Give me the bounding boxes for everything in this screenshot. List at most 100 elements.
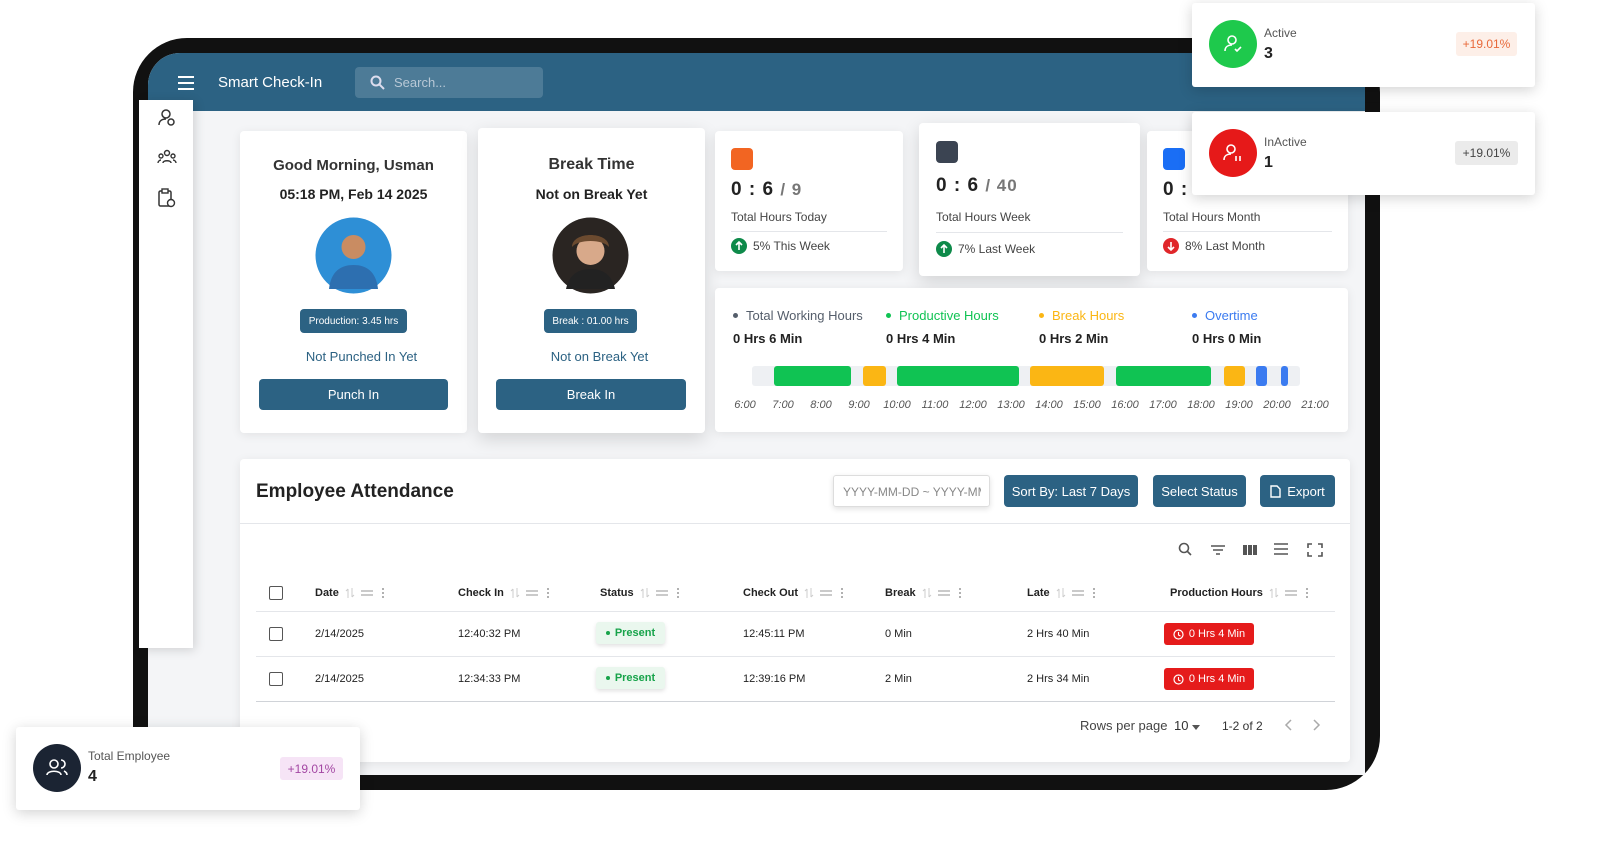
total-employee-value: 4	[88, 768, 97, 785]
search-tool[interactable]	[1178, 542, 1192, 556]
time-tick-label: 14:00	[1035, 399, 1063, 411]
legend-label: Overtime	[1205, 308, 1258, 323]
trend-text: 8% Last Month	[1185, 239, 1266, 253]
legend-value: 0 Hrs 2 Min	[1039, 331, 1109, 346]
pager[interactable]	[1283, 719, 1323, 731]
cell: 12:34:33 PM	[458, 673, 521, 685]
column-controls[interactable]	[1269, 587, 1317, 599]
timeline-segment	[1256, 366, 1268, 386]
column-header: Late	[1027, 587, 1104, 599]
total-employee-icon	[33, 744, 81, 792]
column-header: Check In	[458, 587, 558, 599]
time-tick-label: 9:00	[848, 399, 870, 411]
nav-icon-clipboard[interactable]	[157, 188, 176, 208]
time-tick-label: 11:00	[921, 399, 949, 411]
column-controls[interactable]	[640, 587, 688, 599]
inactive-value: 1	[1264, 154, 1273, 171]
timeline-segment	[862, 366, 886, 386]
attendance-card: Employee Attendance YYYY-MM-DD ~ YYYY-MM…	[240, 459, 1350, 762]
column-controls[interactable]	[804, 587, 852, 599]
export-button[interactable]: Export	[1260, 475, 1335, 507]
dropdown-caret	[1192, 725, 1201, 730]
column-title: Production Hours	[1170, 587, 1263, 599]
row-checkbox[interactable]	[269, 627, 283, 641]
rows-per-page-label: Rows per page	[1080, 718, 1168, 733]
production-text: 0 Hrs 4 Min	[1188, 673, 1246, 685]
legend-name: Total Working Hours	[733, 308, 863, 323]
timeline-segment	[773, 366, 852, 386]
table-toolbar	[1178, 542, 1323, 557]
break-in-button[interactable]: Break In	[496, 379, 686, 410]
column-controls[interactable]	[510, 587, 558, 599]
punch-in-button[interactable]: Punch In	[259, 379, 448, 410]
break-title: Break Time	[548, 156, 635, 173]
row-checkbox[interactable]	[269, 672, 283, 686]
stat-current: 0 : 6	[731, 179, 775, 200]
timeline-segment	[1030, 366, 1105, 386]
trend-arrow	[940, 243, 948, 253]
stat-icon	[731, 148, 753, 170]
search-box[interactable]: Search...	[355, 67, 543, 98]
column-controls[interactable]	[345, 587, 393, 599]
row-divider	[256, 656, 1335, 657]
sidebar	[139, 100, 193, 648]
date-range-input[interactable]: YYYY-MM-DD ~ YYYY-MM-DD	[833, 475, 990, 507]
cell: 2/14/2025	[315, 673, 364, 685]
column-controls[interactable]	[922, 587, 970, 599]
column-controls[interactable]	[1056, 587, 1104, 599]
break-subtitle: Not on Break Yet	[535, 186, 648, 202]
row-divider	[256, 611, 1335, 612]
punch-status: Not Punched In Yet	[305, 349, 418, 364]
density-tool[interactable]	[1274, 543, 1288, 555]
nav-icon-team[interactable]	[157, 148, 177, 166]
time-tick-label: 16:00	[1111, 399, 1139, 411]
column-header: Status	[600, 587, 688, 599]
filter-tool[interactable]	[1211, 545, 1225, 555]
datetime: 05:18 PM, Feb 14 2025	[279, 186, 428, 202]
header-checkbox[interactable]	[269, 586, 283, 600]
break-card: Break Time Not on Break Yet Break : 01.0…	[478, 128, 705, 433]
stat-trend: 7% Last Week	[936, 241, 1035, 257]
time-tick-label: 12:00	[959, 399, 987, 411]
stat-trend: 8% Last Month	[1163, 238, 1265, 254]
column-title: Late	[1027, 587, 1050, 599]
page-range: 1-2 of 2	[1222, 719, 1263, 733]
legend-value: 0 Hrs 4 Min	[886, 331, 956, 346]
stat-label: Total Hours Month	[1163, 210, 1261, 224]
trend-arrow	[1167, 242, 1175, 252]
stat-value: 0 : 6 / 9	[731, 179, 802, 201]
column-title: Check Out	[743, 587, 799, 599]
legend-dot	[886, 313, 891, 318]
stat-total: / 9	[780, 180, 803, 199]
cell: 12:39:16 PM	[743, 673, 806, 685]
time-tick-label: 21:00	[1301, 399, 1329, 411]
table-bottom	[256, 701, 1335, 702]
search-icon	[370, 75, 385, 90]
legend-dot	[1192, 313, 1197, 318]
inactive-change: +19.01%	[1455, 141, 1518, 165]
inactive-label: InActive	[1264, 135, 1307, 149]
total-employee-label: Total Employee	[88, 749, 171, 763]
sort-button[interactable]: Sort By: Last 7 Days	[1004, 475, 1138, 507]
time-tick-label: 13:00	[997, 399, 1025, 411]
status-text: Present	[614, 627, 656, 639]
time-tick-label: 18:00	[1187, 399, 1215, 411]
fullscreen-tool[interactable]	[1307, 543, 1323, 557]
active-widget: Active 3 +19.01%	[1192, 3, 1535, 87]
trend-icon	[1163, 238, 1179, 254]
columns-tool[interactable]	[1243, 545, 1257, 555]
timeline-segment	[897, 366, 1019, 386]
column-header: Date	[315, 587, 393, 599]
legend-name: Productive Hours	[886, 308, 999, 323]
trend-icon	[731, 238, 747, 254]
time-tick-label: 17:00	[1149, 399, 1177, 411]
clock-icon	[1173, 628, 1184, 640]
header-bar	[148, 53, 1365, 111]
menu-icon[interactable]	[178, 76, 194, 90]
rows-per-page[interactable]: 10	[1174, 718, 1201, 733]
status-button[interactable]: Select Status	[1153, 475, 1246, 507]
nav-icon-user[interactable]	[158, 108, 176, 126]
greeting: Good Morning, Usman	[273, 157, 434, 174]
time-tick-label: 7:00	[772, 399, 794, 411]
